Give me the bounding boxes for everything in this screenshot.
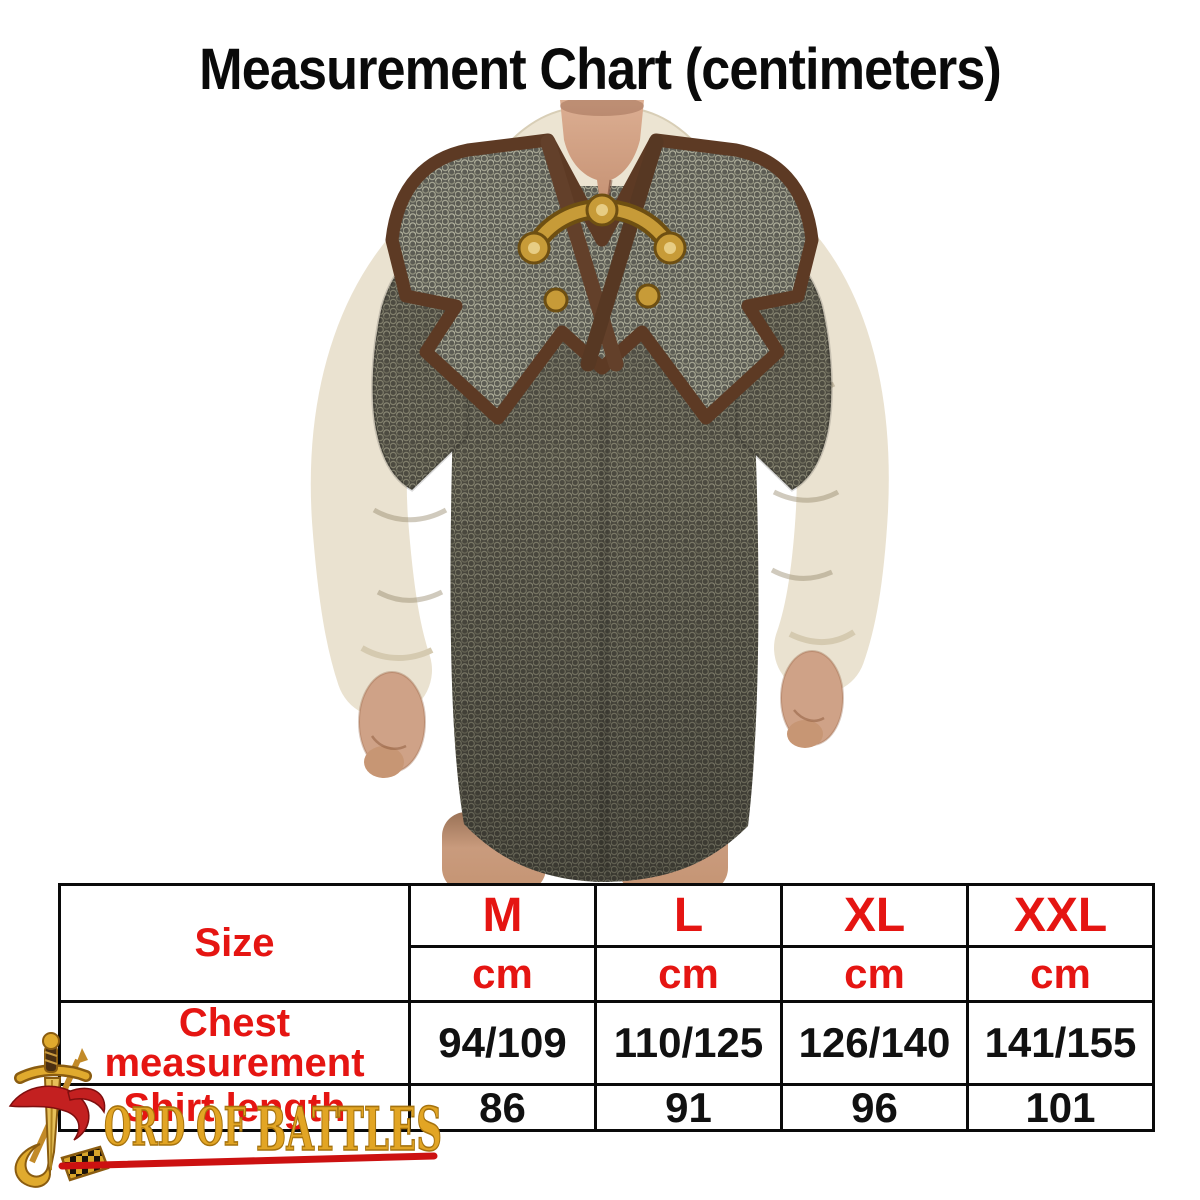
rivet-right xyxy=(635,283,661,309)
table-row-length: Shirt length 86 91 96 101 xyxy=(58,1083,1155,1132)
length-value-l: 91 xyxy=(594,1083,783,1132)
cuff-left xyxy=(360,645,434,661)
size-col-m: M xyxy=(408,883,597,948)
length-value-m: 86 xyxy=(408,1083,597,1132)
page-title: Measurement Chart (centimeters) xyxy=(199,37,1002,102)
lord-of-battles-logo: ORD OF BATTLES xyxy=(8,1032,443,1188)
unit-cell-xl: cm xyxy=(780,945,969,1003)
chest-value-l: 110/125 xyxy=(594,1000,783,1086)
chest-value-xxl: 141/155 xyxy=(966,1000,1155,1086)
size-header-cell: Size xyxy=(58,883,411,1003)
unit-cell-l: cm xyxy=(594,945,783,1003)
red-dragon-flourish xyxy=(8,1085,90,1141)
chest-value-xl: 126/140 xyxy=(780,1000,969,1086)
chest-value-m: 94/109 xyxy=(408,1000,597,1086)
size-col-xl: XL xyxy=(780,883,969,948)
table-row-chest: Chest measurement 94/109 110/125 126/140… xyxy=(58,1000,1155,1086)
chest-row-label: Chest measurement xyxy=(58,1000,411,1086)
length-value-xl: 96 xyxy=(780,1083,969,1132)
unit-cell-m: cm xyxy=(408,945,597,1003)
gold-scroll-curl xyxy=(14,1143,51,1188)
unit-cell-xxl: cm xyxy=(966,945,1155,1003)
product-photo xyxy=(310,100,889,890)
length-row-label: Shirt length xyxy=(58,1083,411,1132)
sword-icon xyxy=(8,1032,110,1188)
logo-underline xyxy=(58,1152,438,1170)
left-hand xyxy=(358,671,426,778)
leather-strap-right xyxy=(580,134,664,372)
length-value-xxl: 101 xyxy=(966,1083,1155,1132)
brass-clasp xyxy=(517,193,687,265)
table-row-units: cm cm cm cm xyxy=(60,945,1155,1003)
table-row-sizes: Size M L XL XXL xyxy=(58,883,1155,1003)
chin-shadow xyxy=(560,100,644,116)
size-col-xxl: XXL xyxy=(966,883,1155,948)
rivet-left xyxy=(543,287,569,313)
neck xyxy=(560,100,644,234)
leather-yoke xyxy=(385,133,819,425)
size-col-l: L xyxy=(594,883,783,948)
measurement-table: Size M L XL XXL cm cm cm cm Chest measur… xyxy=(58,883,1155,1132)
right-hand xyxy=(780,650,844,748)
logo-text-ord-of: ORD OF xyxy=(104,1097,246,1158)
cuff-right xyxy=(788,629,856,646)
